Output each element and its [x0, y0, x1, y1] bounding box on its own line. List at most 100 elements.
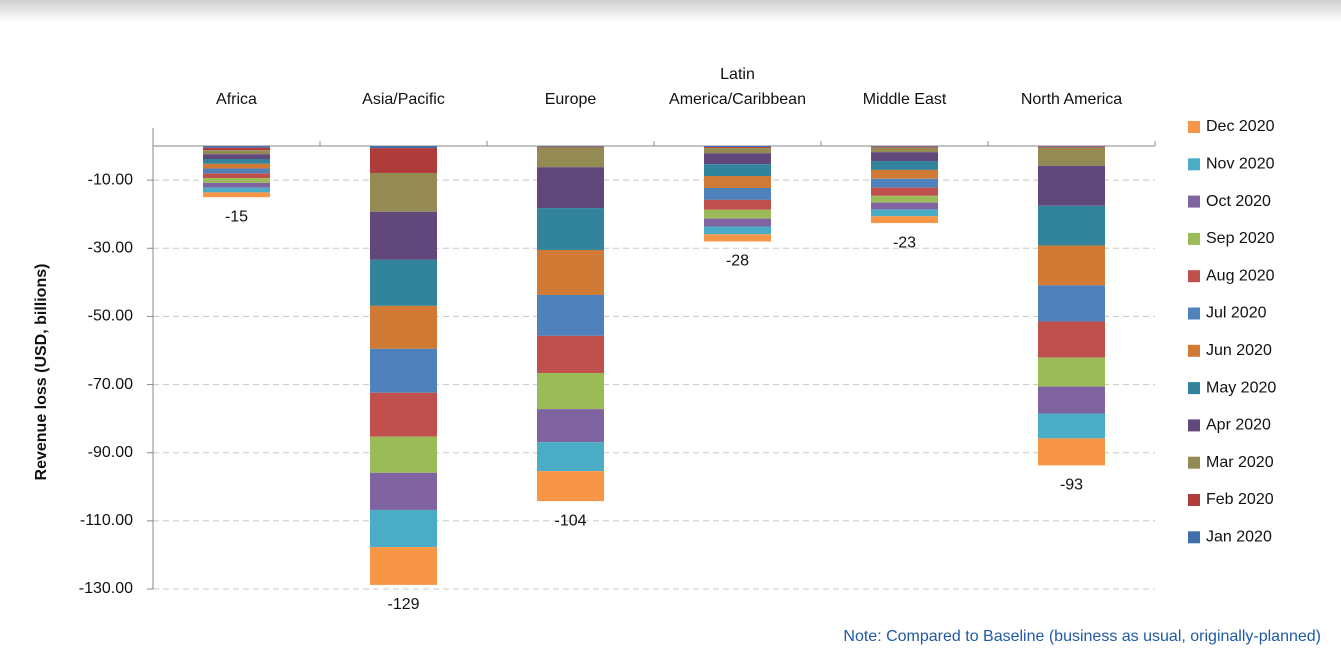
bar-segment [370, 392, 437, 437]
bar-segment [537, 146, 604, 147]
bar-segment [1038, 357, 1105, 387]
bar-segment [370, 148, 437, 173]
category-label: Middle East [862, 91, 947, 108]
legend-swatch [1188, 344, 1200, 357]
y-tick-label: -10.00 [88, 171, 133, 188]
bar-segment [1038, 245, 1105, 286]
bar-segment [871, 216, 938, 224]
bar-segment [370, 547, 437, 585]
legend-swatch [1188, 121, 1200, 133]
bar-segment [203, 182, 270, 188]
category-label: Asia/Pacific [362, 91, 445, 108]
legend-label: Nov 2020 [1206, 156, 1275, 173]
legend-label: Mar 2020 [1206, 454, 1274, 471]
category-label: Latin America/Caribbean [669, 66, 806, 108]
bar-segment [370, 211, 437, 260]
total-label: -23 [893, 234, 916, 251]
bar-segment [704, 209, 771, 219]
bar-segment [1038, 321, 1105, 358]
category-label: North America [1020, 91, 1123, 108]
bar-segment [704, 153, 771, 165]
legend-label: Apr 2020 [1206, 417, 1271, 434]
total-label: -93 [1060, 477, 1083, 494]
bar-segment [537, 208, 604, 250]
legend-label: Feb 2020 [1206, 491, 1274, 508]
bar-segment [370, 172, 437, 212]
bar-segment [704, 199, 771, 210]
legend-label: Jul 2020 [1206, 305, 1267, 322]
legend-swatch [1188, 494, 1200, 506]
bar-segment [1038, 146, 1105, 148]
y-tick-label: -130.00 [79, 580, 133, 597]
bar-segment [203, 173, 270, 179]
legend-label: Sep 2020 [1206, 230, 1275, 247]
total-label: -129 [387, 596, 419, 613]
bar-segment [704, 176, 771, 188]
bar-segment [1038, 386, 1105, 414]
bar-segment [871, 169, 938, 179]
bar-segment [1038, 147, 1105, 166]
bar-segment [871, 187, 938, 196]
bar-segment [203, 163, 270, 169]
bar-segment [1038, 413, 1105, 439]
legend-label: Jan 2020 [1206, 529, 1272, 546]
legend-label: May 2020 [1206, 379, 1276, 396]
legend-label: Aug 2020 [1206, 267, 1275, 284]
legend-swatch [1188, 232, 1200, 245]
bar-segment [203, 147, 270, 151]
bar-segment [537, 167, 604, 209]
bar-segment [537, 409, 604, 443]
bar-segment [203, 159, 270, 164]
bar-segment [704, 148, 771, 154]
bar-segment [203, 178, 270, 183]
bar-segment [871, 146, 938, 147]
bar-segment [871, 209, 938, 217]
bar-segment [871, 152, 938, 162]
bar-segment [370, 436, 437, 473]
legend-swatch [1188, 382, 1200, 395]
bar-segment [537, 249, 604, 295]
bar-segment [537, 335, 604, 373]
bar-segment [1038, 165, 1105, 206]
top-shadow [0, 0, 1341, 22]
bar-segment [370, 259, 437, 306]
y-tick-label: -70.00 [88, 376, 133, 393]
bar-segment [203, 146, 270, 148]
bar-segment [370, 509, 437, 548]
total-label: -104 [554, 512, 586, 529]
legend-swatch [1188, 158, 1200, 171]
bar-segment [871, 161, 938, 170]
bar-segment [370, 305, 437, 349]
bar-segment [1038, 438, 1105, 466]
legend-label: Dec 2020 [1206, 118, 1275, 135]
bar-segment [871, 147, 938, 153]
legend-swatch [1188, 456, 1200, 469]
y-tick-label: -90.00 [88, 444, 133, 461]
total-label: -28 [726, 253, 749, 270]
note: Note: Compared to Baseline (business as … [843, 628, 1321, 645]
bar-segment [704, 147, 771, 149]
bar-segment [1038, 146, 1105, 147]
category-label: Africa [216, 91, 257, 108]
legend-swatch [1188, 419, 1200, 432]
bar-segment [704, 234, 771, 242]
bar-segment [1038, 205, 1105, 246]
bar-segment [871, 195, 938, 203]
bar-segment [203, 168, 270, 174]
y-axis-title: Revenue loss (USD, billions) [33, 264, 50, 481]
legend-label: Oct 2020 [1206, 193, 1271, 210]
bar-segment [203, 154, 270, 160]
bar-segment [704, 164, 771, 177]
bar-segment [704, 146, 771, 148]
legend-label: Jun 2020 [1206, 342, 1272, 359]
bar-segment [537, 442, 604, 472]
bar-segment [370, 472, 437, 510]
bar-segment [203, 187, 270, 193]
legend-swatch [1188, 195, 1200, 208]
legend-swatch [1188, 531, 1200, 544]
bar-segment [370, 348, 437, 393]
y-tick-label: -30.00 [88, 239, 133, 256]
bar-segment [537, 294, 604, 336]
